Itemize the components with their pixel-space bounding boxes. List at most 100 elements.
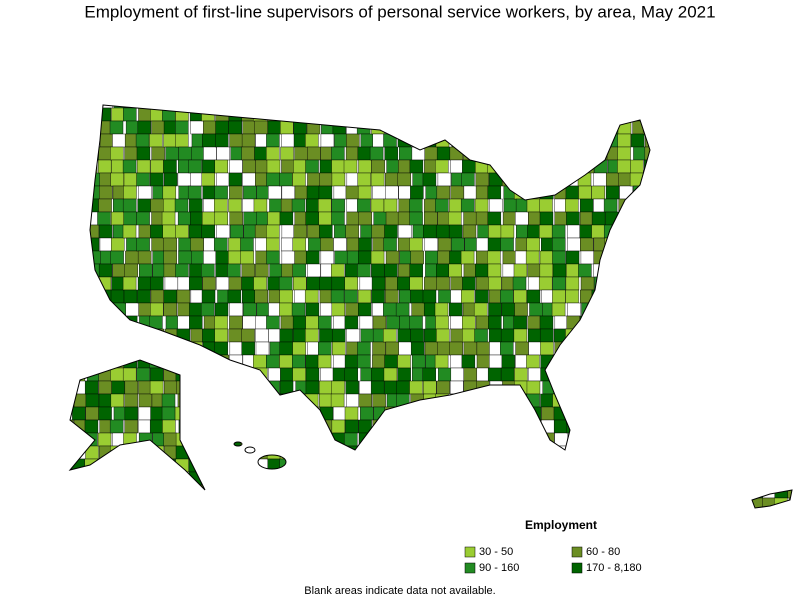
map-area (228, 276, 243, 291)
map-area (473, 302, 488, 317)
map-area (748, 419, 763, 434)
map-area (435, 224, 450, 239)
map-area (708, 406, 723, 421)
map-area (464, 497, 479, 508)
map-area (110, 341, 125, 356)
map-area (70, 107, 74, 122)
map-area (773, 198, 787, 213)
map-area (294, 146, 308, 161)
map-area (449, 419, 464, 434)
map-area (749, 120, 763, 135)
map-area (317, 354, 332, 369)
map-area (477, 146, 491, 161)
map-area (305, 211, 319, 226)
map-area (138, 302, 152, 317)
map-area (201, 263, 215, 278)
map-area (514, 419, 529, 434)
map-area (565, 380, 580, 395)
map-area (175, 224, 189, 239)
map-area (110, 289, 125, 304)
map-area (762, 289, 776, 304)
map-area (125, 458, 140, 473)
map-area (565, 458, 580, 473)
map-area (552, 237, 566, 252)
map-area (279, 328, 293, 343)
map-area (177, 172, 192, 187)
map-area (734, 250, 749, 265)
map-area (551, 224, 566, 239)
map-area (488, 432, 503, 447)
map-area (70, 198, 75, 213)
map-area (434, 471, 449, 486)
map-area (474, 105, 488, 109)
map-area (671, 107, 685, 122)
map-area (306, 406, 320, 421)
map-area (123, 105, 138, 109)
map-area (162, 224, 176, 239)
map-area (747, 458, 761, 473)
map-area (216, 172, 230, 187)
map-area (566, 211, 580, 226)
map-area (761, 276, 775, 291)
map-area (709, 328, 723, 343)
map-area (411, 484, 425, 499)
map-area (243, 367, 257, 382)
map-area (630, 250, 644, 265)
map-area (228, 120, 242, 135)
map-area (565, 133, 580, 148)
map-area (775, 341, 789, 356)
map-area (294, 445, 308, 460)
map-area (682, 354, 696, 369)
map-area (125, 250, 139, 265)
map-area (425, 120, 440, 135)
map-area (630, 133, 645, 148)
map-area (215, 105, 229, 109)
map-area (513, 315, 527, 330)
map-area (630, 458, 644, 473)
map-area (542, 105, 556, 109)
map-area (565, 341, 579, 356)
map-area (516, 445, 530, 460)
map-area (371, 159, 385, 174)
map-area (594, 120, 608, 135)
map-area (567, 224, 581, 239)
map-area (306, 185, 321, 200)
map-area (513, 159, 527, 174)
map-area (242, 198, 256, 213)
map-area (239, 380, 254, 395)
map-area (161, 406, 176, 421)
map-area (618, 354, 633, 369)
map-area (682, 211, 696, 226)
map-area (580, 120, 594, 135)
map-area (70, 250, 73, 265)
map-area (280, 105, 295, 109)
map-area (539, 458, 554, 473)
map-area (74, 105, 88, 109)
map-area (333, 445, 348, 460)
map-area (242, 105, 256, 109)
map-area (371, 263, 385, 278)
map-area (279, 211, 294, 226)
map-area (71, 471, 85, 486)
map-area (760, 159, 775, 174)
map-area (240, 250, 254, 265)
map-area (357, 198, 371, 213)
map-area (434, 354, 449, 369)
map-area (539, 315, 554, 330)
map-area (503, 445, 517, 460)
map-area (163, 198, 177, 213)
footnote: Blank areas indicate data not available. (304, 585, 495, 597)
map-area (695, 146, 710, 161)
map-area (70, 133, 73, 148)
map-area (656, 107, 671, 122)
map-area (87, 315, 102, 330)
map-area (645, 315, 659, 330)
map-area (412, 471, 426, 486)
map-area (215, 263, 229, 278)
map-area (97, 211, 111, 226)
map-area (423, 471, 437, 486)
map-area (646, 484, 661, 499)
map-area (202, 133, 216, 148)
map-area (136, 497, 150, 508)
map-area (526, 237, 540, 252)
